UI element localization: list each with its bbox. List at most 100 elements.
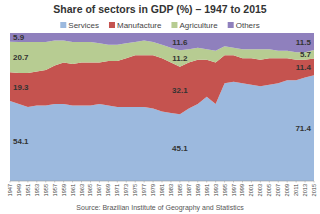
legend-swatch (109, 22, 115, 28)
x-tick-label: 1959 (61, 184, 67, 196)
x-tick-label: 1979 (150, 184, 156, 196)
data-label: 11.2 (172, 54, 188, 63)
x-tick-label: 2011 (293, 184, 299, 196)
x-tick (72, 181, 73, 183)
data-label: 54.1 (13, 137, 29, 146)
x-tick (206, 181, 207, 183)
title: Share of sectors in GDP (%) – 1947 to 20… (53, 3, 267, 15)
legend-item: Services (60, 21, 99, 30)
x-tick (108, 181, 109, 183)
x-tick (179, 181, 180, 183)
x-tick (10, 181, 11, 183)
x-tick (162, 181, 163, 183)
chart: Share of sectors in GDP (%) – 1947 to 20… (0, 0, 320, 214)
x-tick (54, 181, 55, 183)
x-tick (170, 181, 171, 183)
x-tick-label: 2007 (275, 184, 281, 196)
x-tick (242, 181, 243, 183)
x-tick-label: 2015 (311, 184, 317, 196)
x-tick-label: 1967 (96, 184, 102, 196)
x-tick (99, 181, 100, 183)
x-tick (81, 181, 82, 183)
x-tick (188, 181, 189, 183)
x-tick (233, 181, 234, 183)
data-label: 11.6 (172, 38, 188, 47)
x-tick-label: 1957 (52, 184, 58, 196)
x-tick-label: 1977 (141, 184, 147, 196)
x-axis (10, 181, 314, 182)
data-label: 20.7 (13, 53, 29, 62)
x-tick (45, 181, 46, 183)
data-label: 32.1 (172, 86, 188, 95)
source: Source: Brazilian Institute of Geography… (76, 204, 244, 212)
x-tick (144, 181, 145, 183)
x-tick (126, 181, 127, 183)
x-tick-label: 1963 (79, 184, 85, 196)
x-tick-label: 2009 (284, 184, 290, 196)
legend-label: Agriculture (179, 21, 218, 30)
plot-area (10, 33, 314, 181)
x-tick-label: 1983 (168, 184, 174, 196)
legend-swatch (171, 22, 177, 28)
data-label: 11.4 (296, 63, 312, 72)
x-tick (314, 181, 315, 183)
x-tick-label: 1951 (25, 184, 31, 196)
x-tick-label: 1993 (213, 184, 219, 196)
x-tick (287, 181, 288, 183)
x-tick (90, 181, 91, 183)
x-tick (27, 181, 28, 183)
x-tick-label: 2001 (248, 184, 254, 196)
legend-item: Others (228, 21, 260, 30)
x-tick-label: 1981 (159, 184, 165, 196)
x-tick-label: 1973 (123, 184, 129, 196)
x-tick (18, 181, 19, 183)
x-tick (224, 181, 225, 183)
legend-label: Others (236, 21, 260, 30)
data-label: 45.1 (172, 144, 188, 153)
legend-swatch (60, 22, 66, 28)
area (10, 33, 314, 52)
data-label: 5.7 (300, 50, 312, 59)
x-tick-label: 2003 (257, 184, 263, 196)
x-tick (153, 181, 154, 183)
x-tick (278, 181, 279, 183)
x-tick-label: 1989 (195, 184, 201, 196)
x-tick (260, 181, 261, 183)
x-tick (215, 181, 216, 183)
x-tick (117, 181, 118, 183)
x-tick (296, 181, 297, 183)
x-tick-label: 1995 (222, 184, 228, 196)
x-tick-label: 1971 (114, 184, 120, 196)
x-tick-label: 1969 (105, 184, 111, 196)
x-tick-label: 1991 (204, 184, 210, 196)
x-tick-label: 1965 (87, 184, 93, 196)
x-tick-label: 1953 (34, 184, 40, 196)
data-label: 5.9 (13, 33, 25, 42)
x-tick-label: 1975 (132, 184, 138, 196)
x-tick-label: 1997 (231, 184, 237, 196)
x-tick (269, 181, 270, 183)
legend-label: Manufacture (117, 21, 162, 30)
x-tick-label: 1955 (43, 184, 49, 196)
legend-swatch (228, 22, 234, 28)
x-tick (135, 181, 136, 183)
x-tick (251, 181, 252, 183)
x-tick-label: 1961 (70, 184, 76, 196)
x-tick-label: 1949 (16, 184, 22, 196)
x-tick-label: 1947 (7, 184, 13, 196)
legend: Services Manufacture Agriculture Others (60, 21, 259, 30)
legend-item: Manufacture (109, 21, 162, 30)
data-label: 71.4 (295, 124, 311, 133)
x-tick-label: 1999 (239, 184, 245, 196)
legend-item: Agriculture (171, 21, 218, 30)
legend-label: Services (68, 21, 99, 30)
x-tick-label: 2013 (302, 184, 308, 196)
x-tick (197, 181, 198, 183)
x-tick (36, 181, 37, 183)
x-tick (63, 181, 64, 183)
x-tick-label: 2005 (266, 184, 272, 196)
data-label: 19.3 (13, 83, 29, 92)
data-label: 11.5 (296, 38, 312, 47)
x-tick-label: 1985 (177, 184, 183, 196)
x-tick (305, 181, 306, 183)
